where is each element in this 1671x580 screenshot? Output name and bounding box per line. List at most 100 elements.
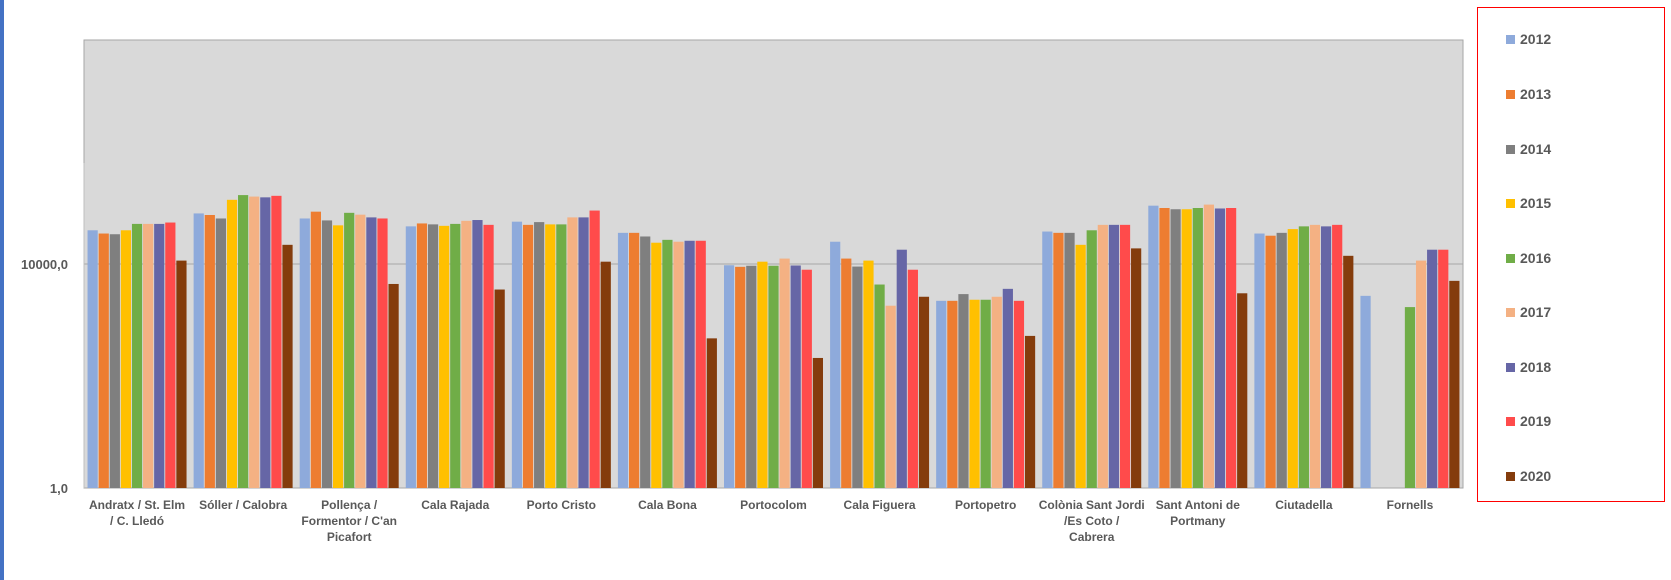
bar-2016-7 xyxy=(874,284,885,488)
x-tick-label: Cala Figuera xyxy=(844,498,916,512)
legend-label-2016: 2016 xyxy=(1520,250,1552,266)
bar-2012-5 xyxy=(617,232,629,488)
legend-swatch-2018 xyxy=(1506,362,1515,372)
bar-2012-2 xyxy=(299,218,310,488)
bar-2020-3 xyxy=(494,289,505,488)
bar-2019-10 xyxy=(1226,208,1237,488)
legend-label-2012: 2012 xyxy=(1520,31,1552,47)
bar-2017-4 xyxy=(567,217,578,488)
bar-2013-11 xyxy=(1265,235,1276,488)
bar-2019-6 xyxy=(801,269,812,488)
bar-2019-12 xyxy=(1438,249,1449,488)
bar-2013-1 xyxy=(204,214,215,488)
x-tick-label: Colònia Sant Jordi/Es Coto / Cabrera xyxy=(1039,498,1145,544)
bar-2017-5 xyxy=(673,241,684,488)
bar-2020-10 xyxy=(1237,293,1248,488)
bar-2017-10 xyxy=(1203,204,1215,488)
x-tick-label: Pollença / Formentor / C'an Picafort xyxy=(301,498,397,544)
bar-2018-1 xyxy=(260,197,271,488)
legend-label-2015: 2015 xyxy=(1520,195,1552,211)
bar-2014-3 xyxy=(427,224,439,488)
bar-2020-2 xyxy=(388,283,399,488)
bar-2017-7 xyxy=(885,305,896,488)
bar-2017-9 xyxy=(1097,224,1108,489)
bar-2016-5 xyxy=(662,239,673,488)
legend-swatch-2015 xyxy=(1506,198,1515,208)
bar-2016-3 xyxy=(450,223,461,488)
bar-2013-0 xyxy=(98,233,109,488)
bar-2016-9 xyxy=(1086,230,1097,488)
bar-2014-1 xyxy=(215,218,227,488)
bar-2013-7 xyxy=(841,258,852,488)
legend-swatch-2020 xyxy=(1506,471,1515,481)
x-tick-label: Sant Antoni de Portmany xyxy=(1156,498,1241,528)
bar-2014-10 xyxy=(1170,209,1181,488)
bar-2014-4 xyxy=(534,222,545,488)
legend-swatch-2019 xyxy=(1506,416,1515,426)
bar-2012-10 xyxy=(1148,205,1159,488)
bar-2018-2 xyxy=(366,217,377,488)
legend-label-2020: 2020 xyxy=(1520,468,1552,484)
bar-2020-5 xyxy=(706,338,717,488)
bar-2019-8 xyxy=(1013,300,1025,488)
bar-2018-5 xyxy=(684,240,695,488)
bar-2018-0 xyxy=(154,223,165,488)
legend-item-2012: 2012 xyxy=(1506,31,1551,47)
legend-label-2013: 2013 xyxy=(1520,86,1552,102)
legend-swatch-2016 xyxy=(1506,253,1515,263)
bar-2014-5 xyxy=(640,236,651,488)
bar-2015-1 xyxy=(226,199,238,488)
bar-2016-2 xyxy=(344,212,355,489)
bar-2014-8 xyxy=(958,294,969,488)
bar-2019-7 xyxy=(907,269,918,488)
legend-item-2016: 2016 xyxy=(1506,250,1551,266)
x-tick-label: Ciutadella xyxy=(1275,498,1333,512)
bar-2015-4 xyxy=(545,224,556,488)
bar-2013-4 xyxy=(522,224,534,489)
bar-2017-2 xyxy=(355,214,366,488)
bar-2013-5 xyxy=(629,232,640,488)
x-tick-label: Portopetro xyxy=(955,498,1016,512)
legend-swatch-2014 xyxy=(1506,144,1515,154)
bar-2020-1 xyxy=(282,244,293,488)
bar-2017-6 xyxy=(779,258,790,488)
legend-item-2017: 2017 xyxy=(1506,304,1551,320)
x-tick-label: Fornells xyxy=(1387,498,1434,512)
bar-2012-4 xyxy=(511,221,523,488)
bar-2018-3 xyxy=(472,220,483,488)
legend-item-2018: 2018 xyxy=(1506,359,1551,375)
bar-2016-4 xyxy=(556,224,567,488)
bar-2018-12 xyxy=(1427,249,1438,488)
bar-2012-0 xyxy=(87,230,98,488)
y-tick-label: 10000,0 xyxy=(21,257,68,272)
bar-2014-7 xyxy=(852,266,863,488)
bar-2020-8 xyxy=(1024,335,1036,488)
bar-2015-11 xyxy=(1287,229,1298,489)
bar-2019-2 xyxy=(377,218,388,488)
bar-2012-9 xyxy=(1042,231,1053,489)
bar-2015-10 xyxy=(1181,209,1192,488)
bar-2019-11 xyxy=(1332,224,1343,489)
bar-2018-10 xyxy=(1214,208,1226,488)
legend-label-2017: 2017 xyxy=(1520,304,1552,320)
bar-2018-11 xyxy=(1320,226,1332,488)
y-tick-label: 1,0 xyxy=(50,481,68,496)
legend-swatch-2017 xyxy=(1506,307,1515,317)
bar-2012-12 xyxy=(1360,295,1371,488)
bar-2017-0 xyxy=(143,223,154,488)
bar-2015-5 xyxy=(651,242,662,488)
bar-2020-7 xyxy=(918,296,930,488)
legend-label-2018: 2018 xyxy=(1520,359,1552,375)
bar-2017-8 xyxy=(991,296,1002,488)
x-tick-label: Cala Bona xyxy=(638,498,697,512)
legend-swatch-2012 xyxy=(1506,34,1515,44)
bar-2016-11 xyxy=(1298,226,1309,488)
bar-2020-4 xyxy=(600,261,611,488)
bar-2012-1 xyxy=(193,213,204,489)
bar-2019-4 xyxy=(589,210,600,488)
bar-2017-11 xyxy=(1309,224,1321,489)
bar-2013-8 xyxy=(947,300,958,488)
legend: 2012 2013 2014 2015 2016 2017 2018 2019 … xyxy=(1477,7,1665,502)
bar-2016-10 xyxy=(1192,208,1203,488)
legend-swatch-2013 xyxy=(1506,89,1515,99)
